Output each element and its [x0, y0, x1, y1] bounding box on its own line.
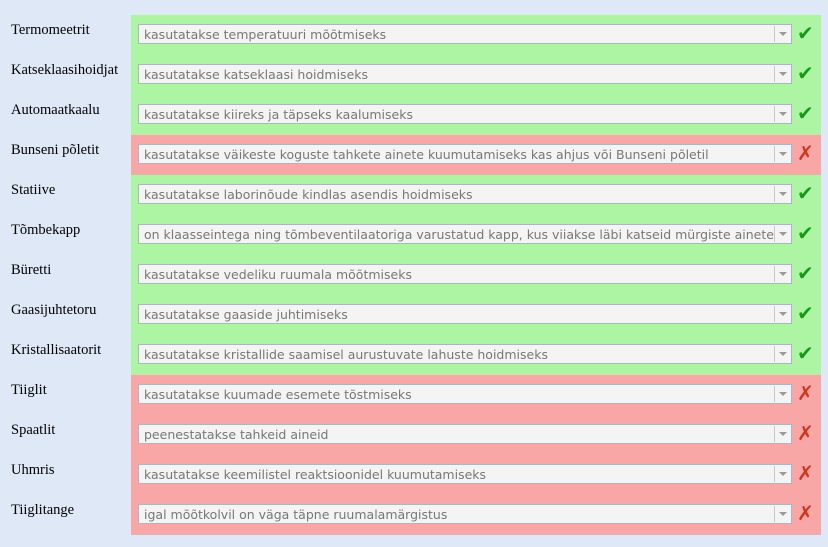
answer-cell-correct: kasutatakse katseklaasi hoidmiseks ✔ — [131, 55, 821, 95]
dropdown-arrow-icon[interactable] — [774, 346, 790, 362]
answer-cell-incorrect: peenestatakse tahkeid aineid ✗ — [131, 415, 821, 455]
check-icon: ✔ — [797, 101, 814, 125]
answer-select[interactable]: kasutatakse vedeliku ruumala mõõtmiseks — [138, 264, 792, 284]
selected-answer: kasutatakse kristallide saamisel aurustu… — [144, 347, 548, 362]
answer-cell-incorrect: kasutatakse kuumade esemete tõstmiseks ✗ — [131, 375, 821, 415]
selected-answer: on klaasseintega ning tõmbeventilaatorig… — [144, 227, 790, 242]
term-label: Gaasijuhtetoru — [11, 302, 97, 318]
dropdown-arrow-icon[interactable] — [774, 26, 790, 42]
dropdown-arrow-icon[interactable] — [774, 506, 790, 522]
answer-select[interactable]: kasutatakse kiireks ja täpseks kaalumise… — [138, 104, 792, 124]
quiz-row: Termomeetrit kasutatakse temperatuuri mõõ… — [0, 15, 828, 55]
check-icon: ✔ — [797, 61, 814, 85]
term-label: Statiive — [11, 182, 56, 198]
answer-select[interactable]: kasutatakse gaaside juhtimiseks — [138, 304, 792, 324]
check-icon: ✔ — [797, 21, 814, 45]
answer-cell-correct: kasutatakse temperatuuri mõõtmiseks ✔ — [131, 15, 821, 55]
selected-answer: kasutatakse vedeliku ruumala mõõtmiseks — [144, 267, 412, 282]
answer-select[interactable]: kasutatakse katseklaasi hoidmiseks — [138, 64, 792, 84]
quiz-row: Spaatlit peenestatakse tahkeid aineid ✗ — [0, 415, 828, 455]
term-label: Termomeetrit — [11, 22, 90, 38]
cross-icon: ✗ — [797, 421, 814, 445]
term-label: Automaatkaalu — [11, 102, 100, 118]
selected-answer: kasutatakse väikeste koguste tahkete ain… — [144, 147, 709, 162]
selected-answer: kasutatakse kiireks ja täpseks kaalumise… — [144, 107, 413, 122]
selected-answer: kasutatakse laborinõude kindlas asendis … — [144, 187, 473, 202]
dropdown-arrow-icon[interactable] — [774, 266, 790, 282]
check-icon: ✔ — [797, 341, 814, 365]
answer-cell-incorrect: kasutatakse keemilistel reaktsioonidel k… — [131, 455, 821, 495]
cross-icon: ✗ — [797, 501, 814, 525]
answer-cell-correct: kasutatakse kiireks ja täpseks kaalumise… — [131, 95, 821, 135]
answer-select[interactable]: peenestatakse tahkeid aineid — [138, 424, 792, 444]
selected-answer: kasutatakse temperatuuri mõõtmiseks — [144, 27, 387, 42]
answer-cell-correct: kasutatakse gaaside juhtimiseks ✔ — [131, 295, 821, 335]
cross-icon: ✗ — [797, 461, 814, 485]
dropdown-arrow-icon[interactable] — [774, 466, 790, 482]
selected-answer: kasutatakse kuumade esemete tõstmiseks — [144, 387, 412, 402]
cross-icon: ✗ — [797, 381, 814, 405]
dropdown-arrow-icon[interactable] — [774, 426, 790, 442]
answer-select[interactable]: on klaasseintega ning tõmbeventilaatorig… — [138, 224, 792, 244]
dropdown-arrow-icon[interactable] — [774, 386, 790, 402]
quiz-row: Uhmris kasutatakse keemilistel reaktsioon… — [0, 455, 828, 495]
quiz-row: Tiiglitange igal mõõtkolvil on väga täpne… — [0, 495, 828, 535]
quiz-row: Katseklaasihoidjat kasutatakse katseklaas… — [0, 55, 828, 95]
check-icon: ✔ — [797, 301, 814, 325]
answer-cell-correct: kasutatakse kristallide saamisel aurustu… — [131, 335, 821, 375]
quiz-row: Büretti kasutatakse vedeliku ruumala mõõt… — [0, 255, 828, 295]
answer-select[interactable]: kasutatakse väikeste koguste tahkete ain… — [138, 144, 792, 164]
term-label: Katseklaasihoidjat — [11, 62, 119, 78]
answer-cell-correct: kasutatakse vedeliku ruumala mõõtmiseks ✔ — [131, 255, 821, 295]
quiz-row: Tiiglit kasutatakse kuumade esemete tõstm… — [0, 375, 828, 415]
quiz-row: Tõmbekapp on klaasseintega ning tõmbevent… — [0, 215, 828, 255]
check-icon: ✔ — [797, 261, 814, 285]
term-label: Tiiglit — [11, 382, 47, 398]
term-label: Kristallisaatorit — [11, 342, 102, 358]
selected-answer: kasutatakse katseklaasi hoidmiseks — [144, 67, 369, 82]
answer-select[interactable]: kasutatakse kristallide saamisel aurustu… — [138, 344, 792, 364]
answer-cell-correct: on klaasseintega ning tõmbeventilaatorig… — [131, 215, 821, 255]
dropdown-arrow-icon[interactable] — [774, 106, 790, 122]
selected-answer: igal mõõtkolvil on väga täpne ruumalamär… — [144, 507, 448, 522]
term-label: Tiiglitange — [11, 502, 75, 518]
quiz-row: Statiive kasutatakse laborinõude kindlas … — [0, 175, 828, 215]
answer-select[interactable]: igal mõõtkolvil on väga täpne ruumalamär… — [138, 504, 792, 524]
dropdown-arrow-icon[interactable] — [774, 146, 790, 162]
answer-select[interactable]: kasutatakse kuumade esemete tõstmiseks — [138, 384, 792, 404]
answer-cell-incorrect: igal mõõtkolvil on väga täpne ruumalamär… — [131, 495, 821, 535]
quiz-row: Automaatkaalu kasutatakse kiireks ja täps… — [0, 95, 828, 135]
quiz-row: Gaasijuhtetoru kasutatakse gaaside juhtim… — [0, 295, 828, 335]
selected-answer: kasutatakse gaaside juhtimiseks — [144, 307, 348, 322]
answer-select[interactable]: kasutatakse temperatuuri mõõtmiseks — [138, 24, 792, 44]
check-icon: ✔ — [797, 221, 814, 245]
answer-select[interactable]: kasutatakse laborinõude kindlas asendis … — [138, 184, 792, 204]
dropdown-arrow-icon[interactable] — [774, 226, 790, 242]
term-label: Bunseni põletit — [11, 142, 100, 158]
quiz-row: Bunseni põletit kasutatakse väikeste kogu… — [0, 135, 828, 175]
dropdown-arrow-icon[interactable] — [774, 186, 790, 202]
answer-cell-correct: kasutatakse laborinõude kindlas asendis … — [131, 175, 821, 215]
answer-select[interactable]: kasutatakse keemilistel reaktsioonidel k… — [138, 464, 792, 484]
dropdown-arrow-icon[interactable] — [774, 306, 790, 322]
cross-icon: ✗ — [797, 141, 814, 165]
selected-answer: kasutatakse keemilistel reaktsioonidel k… — [144, 467, 487, 482]
term-label: Büretti — [11, 262, 52, 278]
term-label: Spaatlit — [11, 422, 56, 438]
dropdown-arrow-icon[interactable] — [774, 66, 790, 82]
selected-answer: peenestatakse tahkeid aineid — [144, 427, 329, 442]
check-icon: ✔ — [797, 181, 814, 205]
answer-cell-incorrect: kasutatakse väikeste koguste tahkete ain… — [131, 135, 821, 175]
term-label: Tõmbekapp — [11, 222, 81, 238]
quiz-row: Kristallisaatorit kasutatakse kristallide… — [0, 335, 828, 375]
term-label: Uhmris — [11, 462, 55, 478]
